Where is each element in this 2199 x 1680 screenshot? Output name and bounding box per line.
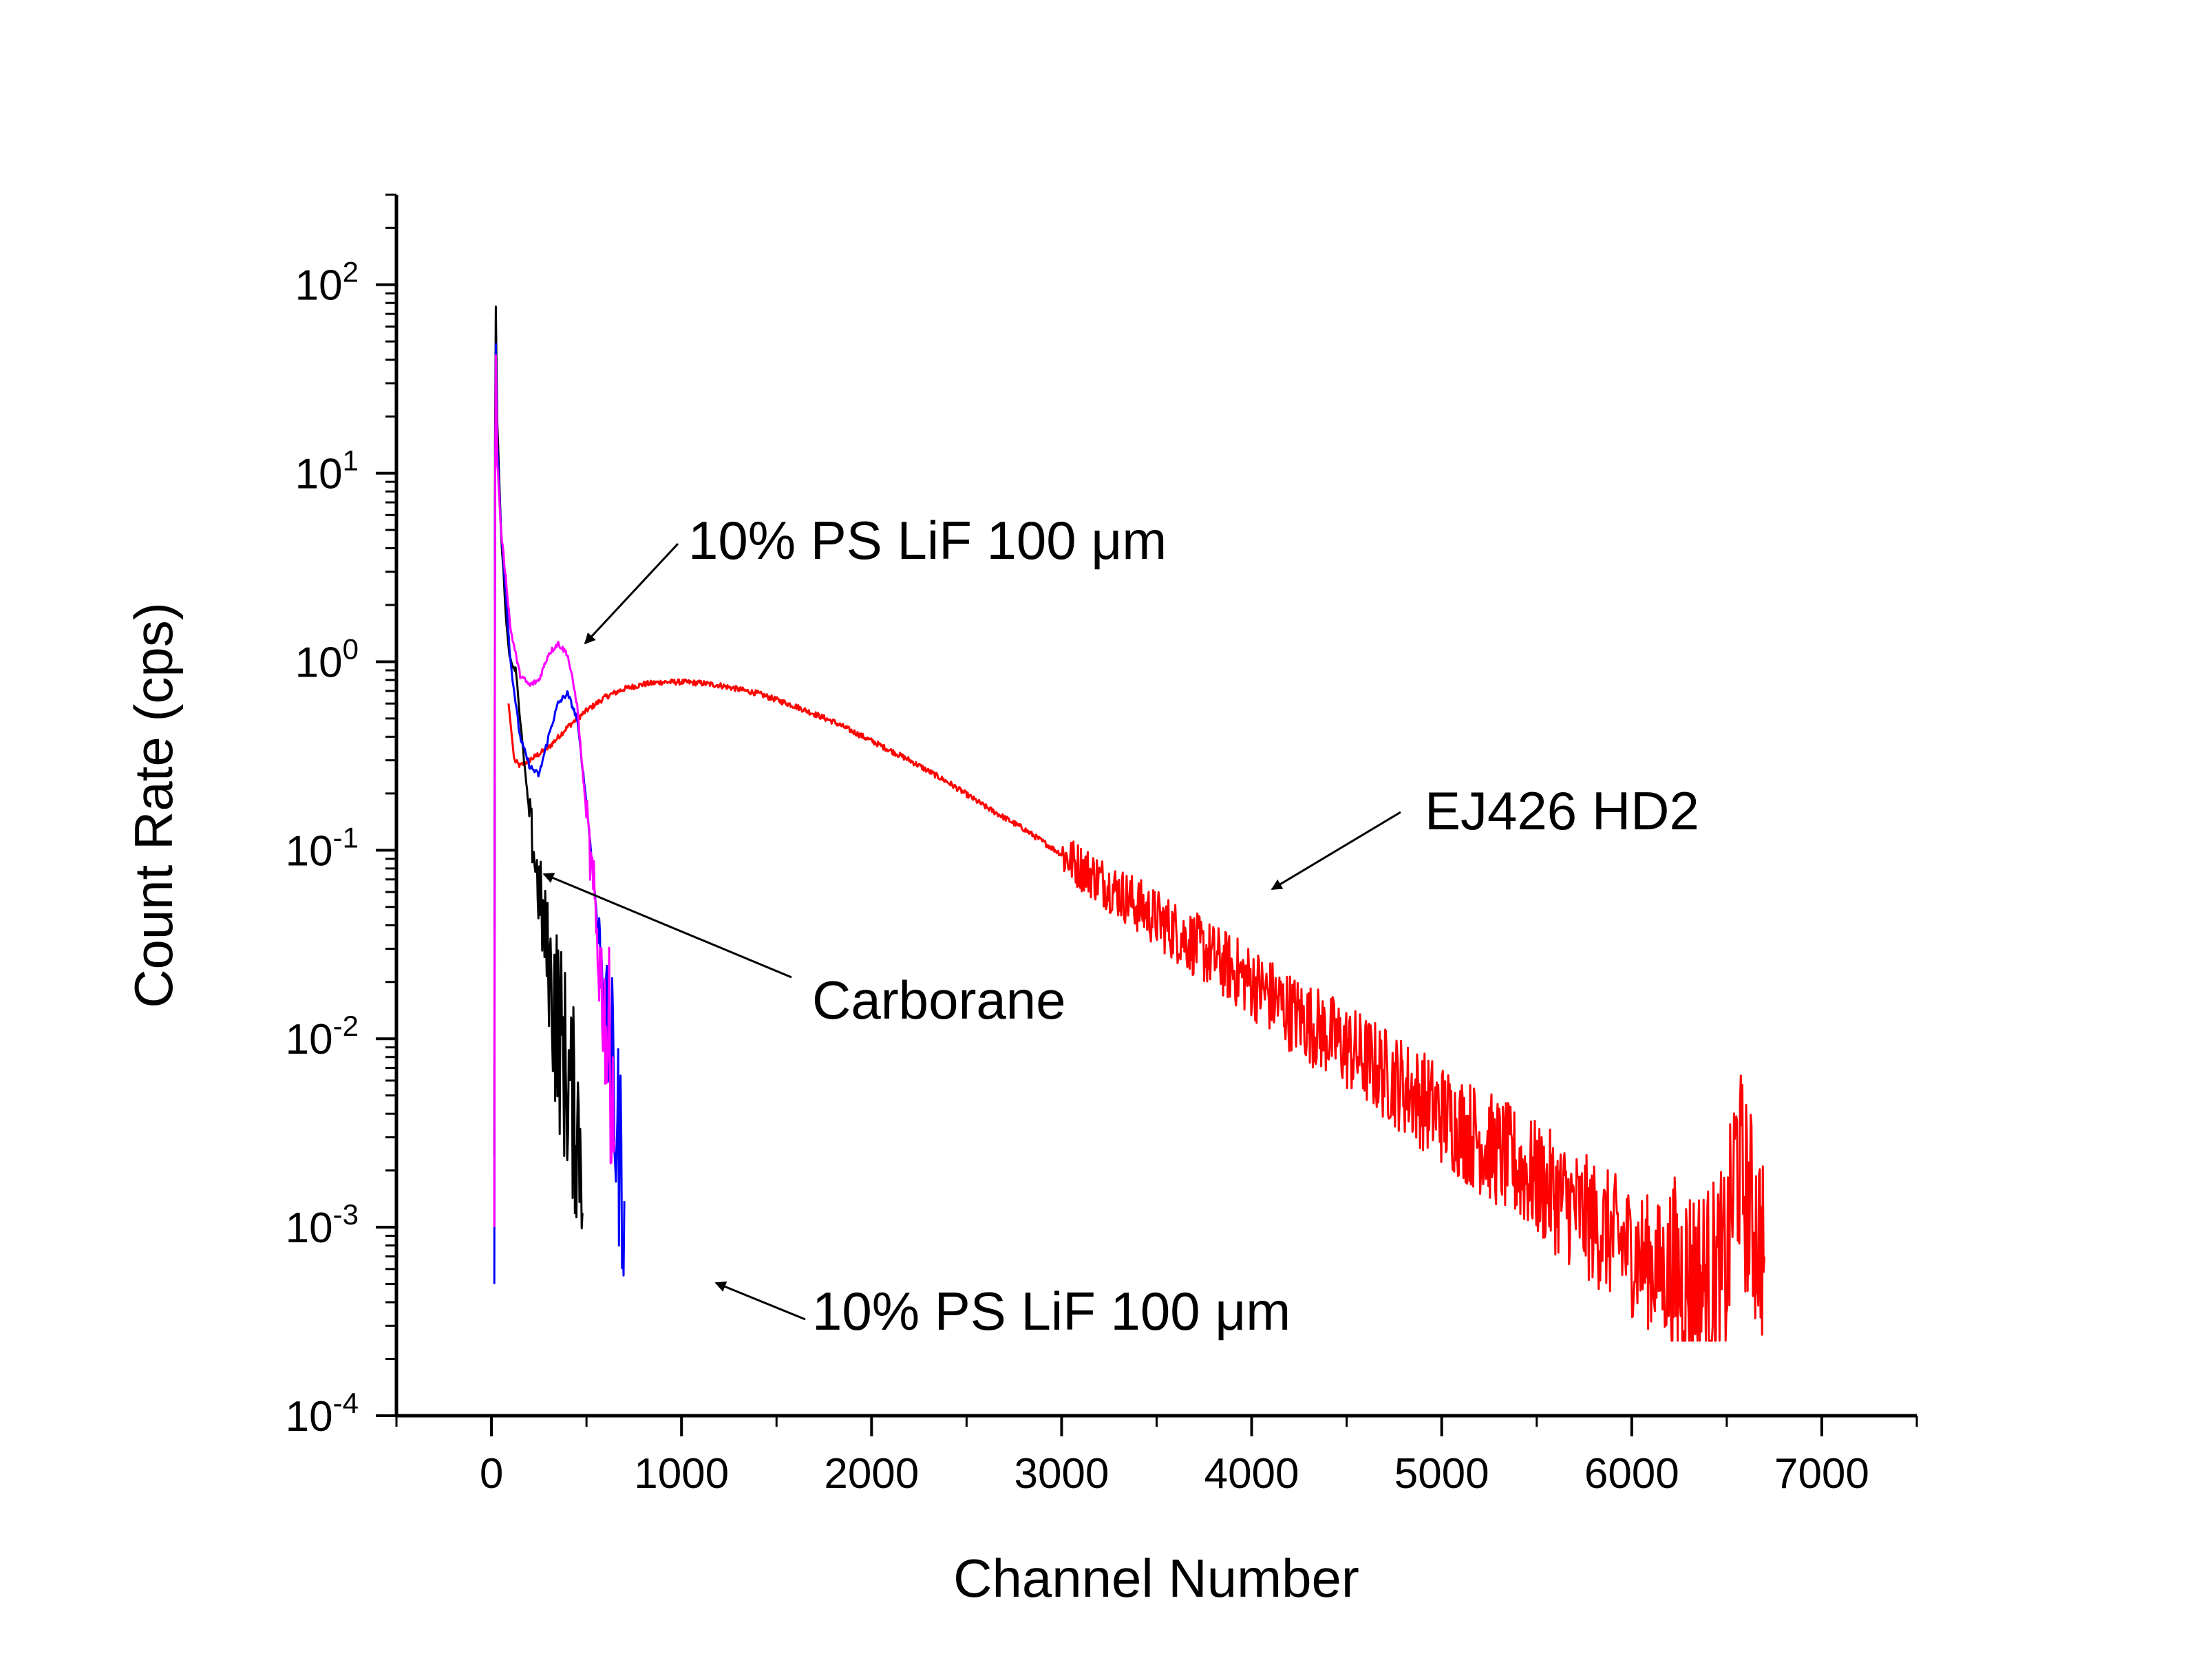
x-tick-label: 2000: [824, 1450, 919, 1498]
series-layer: [493, 305, 1765, 1342]
annotation-arrow-lif-top: [584, 542, 679, 645]
x-tick-label: 4000: [1204, 1450, 1299, 1498]
y-tick-label: 10-4: [286, 1387, 359, 1440]
y-tick-label: 10-1: [286, 821, 359, 875]
y-tick-label: 101: [295, 445, 359, 498]
series-line: [493, 354, 616, 1228]
series-line: [507, 678, 1765, 1342]
annotation-arrow-carborane: [542, 873, 792, 979]
annotation-label-ej426: EJ426 HD2: [1425, 780, 1699, 841]
series-line: [493, 343, 626, 1284]
annotation-label-lif-top: 10% PS LiF 100 μm: [688, 510, 1167, 571]
y-tick-label: 102: [295, 256, 359, 310]
annotation-label-lif-bottom: 10% PS LiF 100 μm: [812, 1281, 1290, 1341]
series-line: [493, 305, 584, 1230]
y-ticks: 102 101 100 10-1 10-2 10-3 10-4: [286, 193, 396, 1440]
x-tick-label: 7000: [1774, 1450, 1869, 1498]
x-tick-label: 5000: [1394, 1450, 1489, 1498]
y-axis-title: Count Rate (cps): [123, 602, 184, 1008]
y-tick-label: 10-3: [286, 1198, 359, 1252]
annotation-label-carborane: Carborane: [812, 970, 1066, 1030]
x-tick-label: 1000: [634, 1450, 729, 1498]
x-ticks: 0 1000 2000 3000 4000 5000 6000 7000: [395, 1416, 1918, 1498]
x-tick-label: 3000: [1014, 1450, 1109, 1498]
annotation-arrow-ej426: [1271, 811, 1401, 891]
x-tick-label: 0: [480, 1450, 503, 1498]
y-tick-label: 10-2: [286, 1010, 359, 1063]
x-axis-title: Channel Number: [953, 1548, 1359, 1608]
annotation-arrow-lif-bottom: [714, 1282, 806, 1321]
y-tick-label: 100: [295, 632, 359, 686]
x-tick-label: 6000: [1584, 1450, 1679, 1498]
